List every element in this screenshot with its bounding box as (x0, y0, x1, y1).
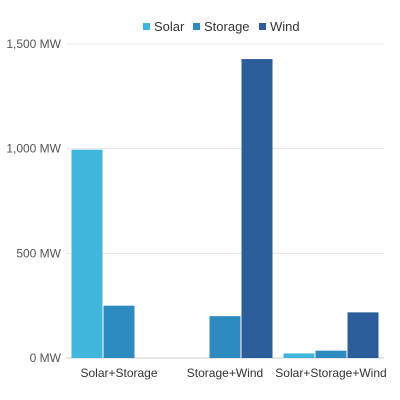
legend: Solar Storage Wind (143, 19, 300, 34)
y-tick-label: 500 MW (16, 246, 61, 260)
y-axis: 0 MW 500 MW 1,000 MW 1,500 MW (6, 37, 61, 365)
bar-storage-0 (103, 305, 135, 358)
solar-legend-label: Solar (154, 19, 185, 34)
bar-storage-2 (315, 350, 347, 358)
wind-legend-swatch (259, 23, 266, 30)
x-axis: Solar+Storage Storage+Wind Solar+Storage+W… (80, 366, 386, 380)
x-category-label: Solar+Storage+Wind (275, 366, 386, 380)
storage-legend-label: Storage (204, 19, 250, 34)
x-category-label: Solar+Storage (80, 366, 157, 380)
bar-storage-1 (209, 316, 241, 358)
bar-solar-0 (71, 149, 103, 358)
bars (71, 59, 379, 359)
y-tick-label: 1,000 MW (6, 142, 61, 156)
storage-legend-swatch (193, 23, 200, 30)
bar-wind-2 (347, 312, 379, 358)
wind-legend-label: Wind (270, 19, 300, 34)
y-tick-label: 0 MW (30, 351, 62, 365)
bar-wind-1 (241, 59, 273, 359)
x-category-label: Storage+Wind (187, 366, 263, 380)
y-tick-label: 1,500 MW (6, 37, 61, 51)
bar-solar-2 (283, 353, 315, 358)
solar-legend-swatch (143, 23, 150, 30)
